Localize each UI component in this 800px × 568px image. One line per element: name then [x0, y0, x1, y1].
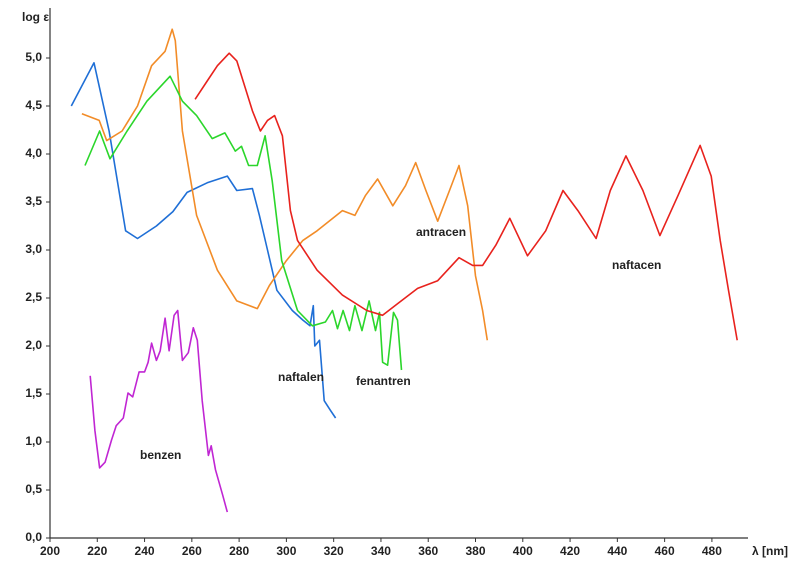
series-label: fenantren — [356, 374, 411, 388]
x-tick-label: 480 — [702, 544, 722, 558]
x-tick-label: 440 — [607, 544, 627, 558]
x-tick-label: 420 — [560, 544, 580, 558]
y-tick-label: 0,5 — [25, 482, 42, 496]
x-tick-label: 280 — [229, 544, 249, 558]
y-tick-label: 1,0 — [25, 434, 42, 448]
y-tick-label: 1,5 — [25, 386, 42, 400]
y-tick-label: 4,5 — [25, 98, 42, 112]
y-tick-label: 0,0 — [25, 530, 42, 544]
y-tick-label: 2,5 — [25, 290, 42, 304]
series-label: naftacen — [612, 258, 661, 272]
spectrum-line — [194, 52, 738, 341]
x-tick-label: 260 — [182, 544, 202, 558]
y-tick-label: 2,0 — [25, 338, 42, 352]
series-label: benzen — [140, 448, 181, 462]
x-axis-label: λ [nm] — [752, 544, 788, 558]
spectrum-line — [70, 62, 337, 419]
x-tick-label: 460 — [655, 544, 675, 558]
x-tick-label: 200 — [40, 544, 60, 558]
y-axis-label: log ε — [22, 10, 49, 24]
x-tick-label: 240 — [135, 544, 155, 558]
x-tick-label: 400 — [513, 544, 533, 558]
x-tick-label: 320 — [324, 544, 344, 558]
y-tick-label: 4,0 — [25, 146, 42, 160]
y-tick-label: 5,0 — [25, 50, 42, 64]
x-tick-label: 340 — [371, 544, 391, 558]
x-tick-label: 360 — [418, 544, 438, 558]
x-tick-label: 220 — [87, 544, 107, 558]
series-label: antracen — [416, 225, 466, 239]
spectrum-line — [89, 309, 229, 513]
spectrum-line — [81, 28, 489, 341]
y-tick-label: 3,5 — [25, 194, 42, 208]
series-label: naftalen — [278, 370, 324, 384]
x-tick-label: 300 — [276, 544, 296, 558]
y-tick-label: 3,0 — [25, 242, 42, 256]
spectrum-line — [84, 75, 403, 371]
x-tick-label: 380 — [465, 544, 485, 558]
